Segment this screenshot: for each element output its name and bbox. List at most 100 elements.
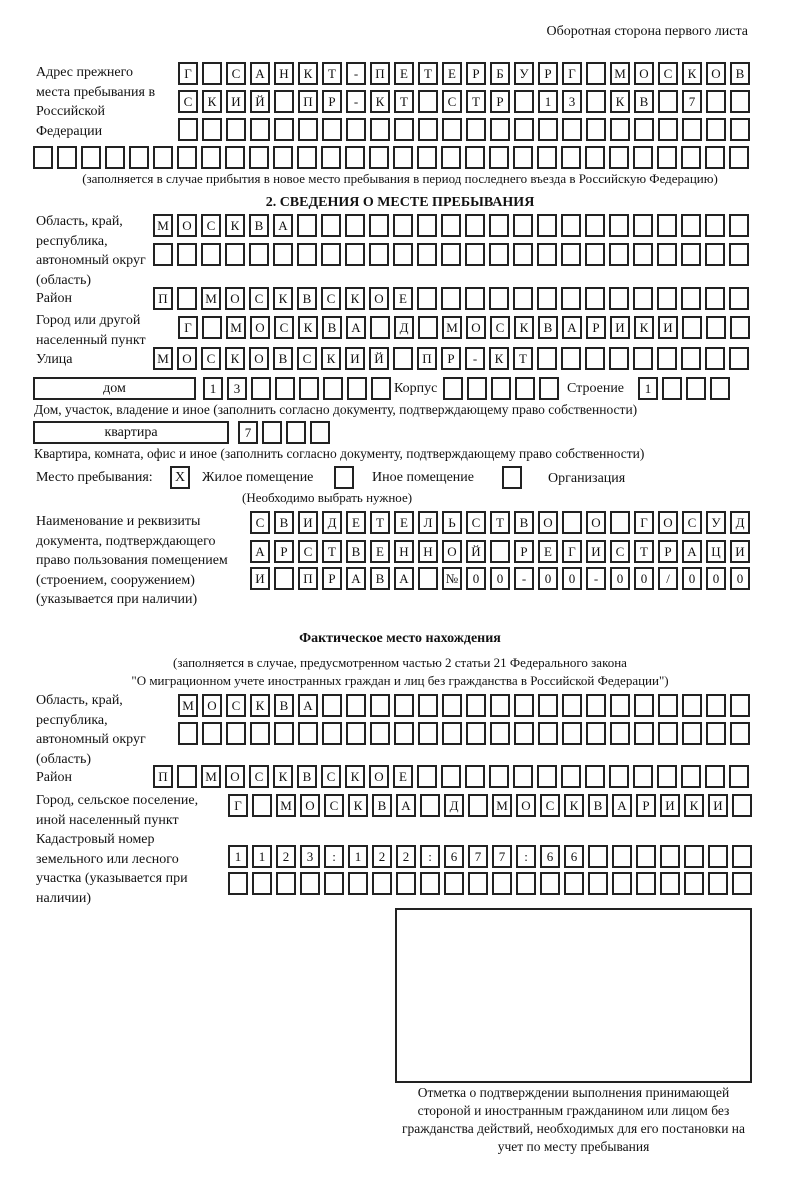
char-cell[interactable] xyxy=(202,722,222,745)
char-cell[interactable]: С xyxy=(249,287,269,310)
char-cell[interactable]: О xyxy=(516,794,536,817)
char-cell[interactable] xyxy=(610,722,630,745)
char-cell[interactable]: Р xyxy=(658,540,678,563)
char-cell[interactable]: О xyxy=(300,794,320,817)
char-cell[interactable] xyxy=(729,146,749,169)
char-cell[interactable] xyxy=(705,146,725,169)
char-cell[interactable] xyxy=(681,214,701,237)
char-cell[interactable] xyxy=(732,845,752,868)
char-cell[interactable] xyxy=(708,845,728,868)
char-cell[interactable]: М xyxy=(201,765,221,788)
char-cell[interactable] xyxy=(468,794,488,817)
char-cell[interactable] xyxy=(633,146,653,169)
char-cell[interactable] xyxy=(394,118,414,141)
char-cell[interactable] xyxy=(324,872,344,895)
char-cell[interactable] xyxy=(417,287,437,310)
char-cell[interactable] xyxy=(418,90,438,113)
char-cell[interactable]: Й xyxy=(466,540,486,563)
char-cell[interactable] xyxy=(729,347,749,370)
char-cell[interactable]: 0 xyxy=(634,567,654,590)
char-cell[interactable] xyxy=(729,214,749,237)
char-cell[interactable]: К xyxy=(273,287,293,310)
char-cell[interactable]: С xyxy=(226,694,246,717)
char-cell[interactable] xyxy=(636,872,656,895)
char-cell[interactable] xyxy=(178,118,198,141)
char-cell[interactable] xyxy=(177,765,197,788)
char-cell[interactable] xyxy=(561,765,581,788)
char-cell[interactable] xyxy=(202,62,222,85)
char-cell[interactable]: О xyxy=(250,316,270,339)
char-cell[interactable]: Е xyxy=(538,540,558,563)
char-cell[interactable]: Г xyxy=(562,540,582,563)
char-cell[interactable]: 3 xyxy=(562,90,582,113)
char-cell[interactable] xyxy=(177,243,197,266)
char-cell[interactable] xyxy=(466,722,486,745)
char-cell[interactable]: О xyxy=(706,62,726,85)
char-cell[interactable]: В xyxy=(538,316,558,339)
char-cell[interactable] xyxy=(515,377,535,400)
char-cell[interactable]: - xyxy=(586,567,606,590)
char-cell[interactable]: 2 xyxy=(372,845,392,868)
char-cell[interactable] xyxy=(274,567,294,590)
char-cell[interactable] xyxy=(225,146,245,169)
char-cell[interactable]: Т xyxy=(466,90,486,113)
char-cell[interactable]: 3 xyxy=(227,377,247,400)
char-cell[interactable] xyxy=(537,287,557,310)
char-cell[interactable]: Р xyxy=(322,567,342,590)
char-cell[interactable] xyxy=(729,765,749,788)
char-cell[interactable] xyxy=(226,118,246,141)
char-cell[interactable]: А xyxy=(346,567,366,590)
char-cell[interactable] xyxy=(705,347,725,370)
char-cell[interactable] xyxy=(586,90,606,113)
char-cell[interactable] xyxy=(586,722,606,745)
char-cell[interactable] xyxy=(417,146,437,169)
char-cell[interactable] xyxy=(465,287,485,310)
char-cell[interactable]: К xyxy=(225,347,245,370)
char-cell[interactable] xyxy=(657,287,677,310)
char-cell[interactable] xyxy=(706,694,726,717)
char-cell[interactable]: 0 xyxy=(682,567,702,590)
char-cell[interactable] xyxy=(310,421,330,444)
char-cell[interactable]: А xyxy=(682,540,702,563)
char-cell[interactable]: О xyxy=(538,511,558,534)
char-cell[interactable] xyxy=(513,243,533,266)
char-cell[interactable]: В xyxy=(274,694,294,717)
char-cell[interactable] xyxy=(657,146,677,169)
char-cell[interactable]: С xyxy=(249,765,269,788)
char-cell[interactable] xyxy=(346,694,366,717)
char-cell[interactable] xyxy=(513,214,533,237)
char-cell[interactable]: О xyxy=(658,511,678,534)
char-cell[interactable] xyxy=(585,243,605,266)
char-cell[interactable] xyxy=(539,377,559,400)
char-cell[interactable] xyxy=(609,146,629,169)
char-cell[interactable]: М xyxy=(276,794,296,817)
char-cell[interactable] xyxy=(228,872,248,895)
char-cell[interactable]: Т xyxy=(634,540,654,563)
char-cell[interactable] xyxy=(202,316,222,339)
char-cell[interactable] xyxy=(636,845,656,868)
char-cell[interactable]: К xyxy=(514,316,534,339)
char-cell[interactable]: Е xyxy=(346,511,366,534)
char-cell[interactable]: В xyxy=(322,316,342,339)
char-cell[interactable]: О xyxy=(225,287,245,310)
char-cell[interactable]: И xyxy=(226,90,246,113)
char-cell[interactable] xyxy=(394,694,414,717)
char-cell[interactable]: М xyxy=(610,62,630,85)
char-cell[interactable]: С xyxy=(321,287,341,310)
char-cell[interactable] xyxy=(177,146,197,169)
char-cell[interactable]: Д xyxy=(394,316,414,339)
actual-region-row-2[interactable] xyxy=(178,722,754,745)
char-cell[interactable] xyxy=(633,347,653,370)
char-cell[interactable] xyxy=(682,316,702,339)
char-cell[interactable] xyxy=(561,243,581,266)
char-cell[interactable]: Н xyxy=(274,62,294,85)
char-cell[interactable]: 1 xyxy=(538,90,558,113)
char-cell[interactable] xyxy=(466,694,486,717)
char-cell[interactable]: В xyxy=(274,511,294,534)
char-cell[interactable]: 6 xyxy=(540,845,560,868)
prev-address-row-3[interactable] xyxy=(178,118,754,141)
char-cell[interactable]: С xyxy=(466,511,486,534)
stay-option-checkbox-organization[interactable] xyxy=(502,466,522,489)
char-cell[interactable]: О xyxy=(634,62,654,85)
